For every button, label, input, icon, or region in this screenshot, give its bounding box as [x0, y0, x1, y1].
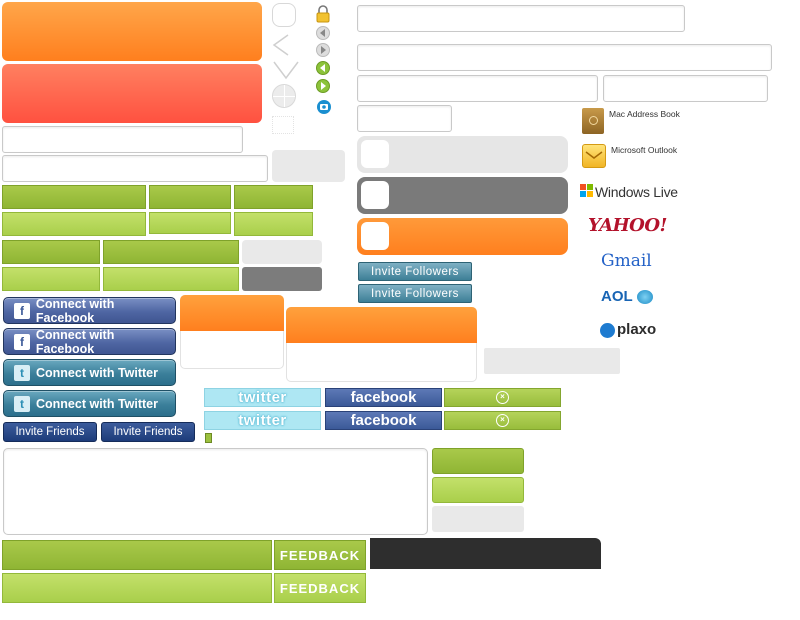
grey-bar[interactable]: [484, 348, 620, 374]
card-header: [286, 307, 477, 343]
prev-green-icon[interactable]: [316, 61, 330, 75]
toggle-dark[interactable]: [357, 177, 568, 214]
grey-dark-button[interactable]: [242, 267, 322, 291]
green-bar-hover[interactable]: [2, 573, 272, 603]
text-input-half-left[interactable]: [357, 75, 598, 102]
microsoft-outlook-label[interactable]: Microsoft Outlook: [611, 145, 678, 155]
card-header: [180, 295, 284, 331]
invite-followers-button[interactable]: Invite Followers: [358, 262, 472, 281]
facebook-icon: f: [14, 302, 30, 319]
grey-button-small[interactable]: [272, 150, 345, 182]
next-circle-icon[interactable]: [316, 43, 330, 57]
twitter-share-button-hover[interactable]: twitter: [204, 411, 321, 430]
crosshair-circle-icon: [272, 84, 296, 108]
card-orange-header-small[interactable]: [180, 295, 284, 369]
aol-logo[interactable]: AOL: [601, 288, 633, 305]
connect-twitter-button[interactable]: t Connect with Twitter: [3, 359, 176, 386]
dark-bar[interactable]: [370, 538, 601, 569]
windows-flag-icon: [580, 184, 593, 197]
connect-facebook-label: Connect with Facebook: [35, 327, 115, 356]
lock-icon: [316, 5, 330, 23]
invite-friends-button-hover[interactable]: Invite Friends: [101, 422, 195, 442]
green-button[interactable]: [149, 185, 231, 209]
green-bar[interactable]: [2, 540, 272, 570]
rounded-square-outline: [272, 3, 296, 27]
chevron-down-icon: [273, 61, 299, 80]
windows-live-logo[interactable]: Windows Live: [595, 184, 678, 200]
dotted-placeholder: [272, 116, 294, 134]
green-button-hover[interactable]: [234, 212, 313, 236]
plaxo-icon: [600, 323, 615, 338]
toggle-knob: [361, 222, 389, 250]
grey-button[interactable]: [242, 240, 322, 264]
text-area[interactable]: [3, 448, 428, 535]
toggle-knob: [361, 140, 389, 168]
green-swatch: [205, 433, 212, 443]
close-icon: ×: [496, 414, 509, 427]
text-input-medium[interactable]: [357, 5, 685, 32]
feedback-tab[interactable]: FEEDBACK: [274, 540, 366, 570]
yahoo-logo[interactable]: YAHOO!: [588, 215, 667, 236]
text-input-half-right[interactable]: [603, 75, 768, 102]
invite-followers-button-hover[interactable]: Invite Followers: [358, 284, 472, 303]
connect-twitter-button-hover[interactable]: t Connect with Twitter: [3, 390, 176, 417]
green-button-hover[interactable]: [2, 212, 146, 236]
facebook-icon: f: [14, 333, 30, 350]
close-share-button-hover[interactable]: ×: [444, 411, 561, 430]
facebook-share-button-hover[interactable]: facebook: [325, 411, 442, 430]
connect-twitter-label: Connect with Twitter: [36, 396, 158, 411]
text-input-wide[interactable]: [357, 44, 772, 71]
green-button-hover[interactable]: [2, 267, 100, 291]
text-input-left-2[interactable]: [2, 155, 268, 182]
twitter-icon: t: [14, 364, 30, 381]
next-green-icon[interactable]: [316, 79, 330, 93]
chevron-left-icon: [272, 34, 289, 56]
orange-panel[interactable]: [2, 2, 262, 61]
connect-twitter-label: Connect with Twitter: [36, 365, 158, 380]
text-input-left-1[interactable]: [2, 126, 243, 153]
invite-friends-button[interactable]: Invite Friends: [3, 422, 97, 442]
toggle-knob: [361, 181, 389, 209]
mac-address-book-label[interactable]: Mac Address Book: [609, 109, 680, 119]
toggle-light[interactable]: [357, 136, 568, 173]
twitter-share-button[interactable]: twitter: [204, 388, 321, 407]
outlook-icon: [582, 144, 606, 168]
green-submit-button[interactable]: [432, 448, 524, 474]
green-button[interactable]: [2, 185, 146, 209]
prev-circle-icon[interactable]: [316, 26, 330, 40]
close-icon: ×: [496, 391, 509, 404]
connect-facebook-label: Connect with Facebook: [35, 296, 115, 325]
feedback-tab-hover[interactable]: FEEDBACK: [274, 573, 366, 603]
green-button[interactable]: [234, 185, 313, 209]
green-button-hover[interactable]: [149, 212, 231, 234]
text-input-short[interactable]: [357, 105, 452, 132]
green-submit-button-hover[interactable]: [432, 477, 524, 503]
camera-icon[interactable]: [317, 100, 331, 114]
aol-triangle-icon: [637, 290, 653, 304]
green-button-hover[interactable]: [103, 267, 239, 291]
plaxo-logo[interactable]: plaxo: [617, 321, 657, 338]
connect-facebook-button-hover[interactable]: f Connect with Facebook: [3, 327, 176, 356]
twitter-icon: t: [14, 395, 30, 412]
toggle-orange[interactable]: [357, 218, 568, 255]
gmail-logo[interactable]: Gmail: [601, 251, 652, 271]
green-button[interactable]: [103, 240, 239, 264]
close-share-button[interactable]: ×: [444, 388, 561, 407]
green-button[interactable]: [2, 240, 100, 264]
red-panel[interactable]: [2, 64, 262, 123]
facebook-share-button[interactable]: facebook: [325, 388, 442, 407]
connect-facebook-button[interactable]: f Connect with Facebook: [3, 296, 176, 325]
address-book-icon: [582, 108, 604, 134]
grey-submit-button[interactable]: [432, 506, 524, 532]
card-orange-header-large[interactable]: [286, 307, 477, 382]
